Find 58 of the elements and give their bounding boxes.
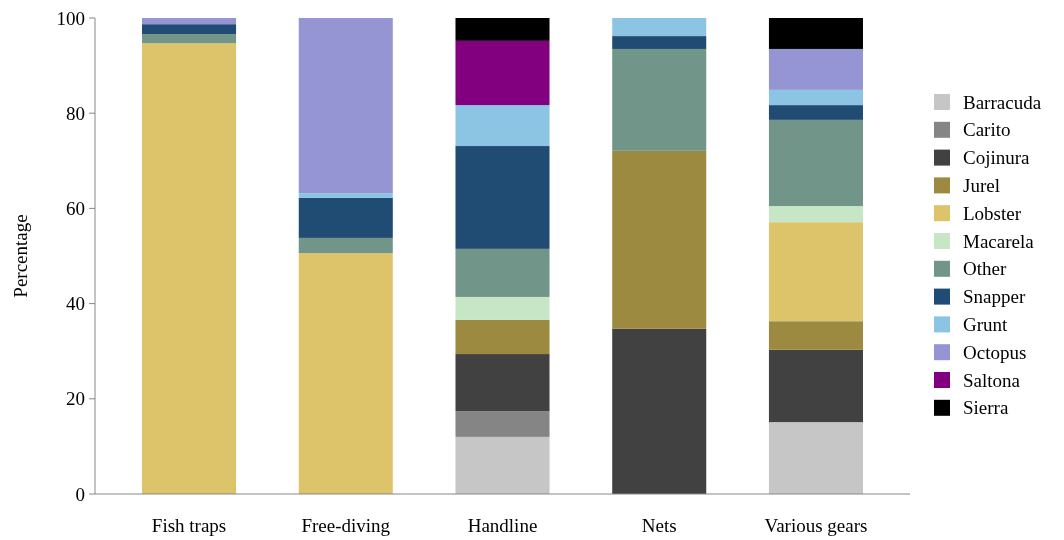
bar	[455, 436, 550, 494]
legend-label: Octopus	[963, 341, 1027, 363]
bar	[298, 18, 393, 194]
bar	[768, 119, 863, 207]
legend-label: Carito	[963, 119, 1011, 141]
bar	[455, 18, 550, 41]
legend-label: Lobster	[963, 202, 1022, 224]
bar	[612, 150, 707, 329]
x-tick-label: Nets	[641, 515, 677, 536]
bar	[768, 222, 863, 322]
bar	[612, 328, 707, 494]
bar	[298, 193, 393, 198]
y-tick-label: 20	[66, 388, 85, 410]
x-tick-label: Fish traps	[151, 515, 227, 536]
x-tick-label: Free-diving	[301, 515, 391, 536]
x-tick-label: Handline	[467, 515, 538, 536]
bar	[298, 237, 393, 254]
bar	[455, 354, 550, 412]
bar	[455, 248, 550, 297]
legend-label: Macarela	[963, 230, 1035, 252]
bar	[142, 18, 237, 25]
y-tick-label: 80	[66, 102, 85, 124]
bar	[142, 24, 237, 35]
legend-label: Saltona	[963, 369, 1021, 391]
y-tick-label: 0	[75, 483, 85, 505]
bar	[455, 146, 550, 249]
y-tick-label: 60	[66, 198, 85, 220]
y-axis-title: Percentage	[10, 214, 31, 298]
bar	[455, 411, 550, 437]
bar	[455, 296, 550, 320]
bar	[612, 36, 707, 49]
bar	[768, 18, 863, 49]
legend-label: Snapper	[963, 286, 1026, 308]
legend-label: Sierra	[963, 397, 1009, 419]
bar	[298, 197, 393, 238]
bar	[768, 89, 863, 106]
bar	[612, 48, 707, 151]
bar	[612, 18, 707, 37]
y-tick-label: 40	[66, 293, 85, 315]
bar	[455, 40, 550, 106]
y-tick-label: 100	[56, 7, 85, 29]
legend-label: Other	[963, 258, 1007, 280]
legend-label: Jurel	[963, 175, 1000, 197]
bar	[142, 43, 237, 494]
bar	[768, 321, 863, 350]
bar	[768, 105, 863, 120]
bar	[298, 253, 393, 494]
bar	[768, 48, 863, 90]
bar	[455, 319, 550, 355]
legend-label: Grunt	[963, 314, 1009, 336]
bar	[455, 105, 550, 147]
bar	[142, 34, 237, 44]
x-tick-label: Various gears	[764, 515, 868, 536]
legend-label: Cojinura	[963, 147, 1031, 169]
bar	[768, 206, 863, 223]
bar	[768, 422, 863, 494]
legend-label: Barracuda	[963, 91, 1042, 113]
bar	[768, 349, 863, 423]
